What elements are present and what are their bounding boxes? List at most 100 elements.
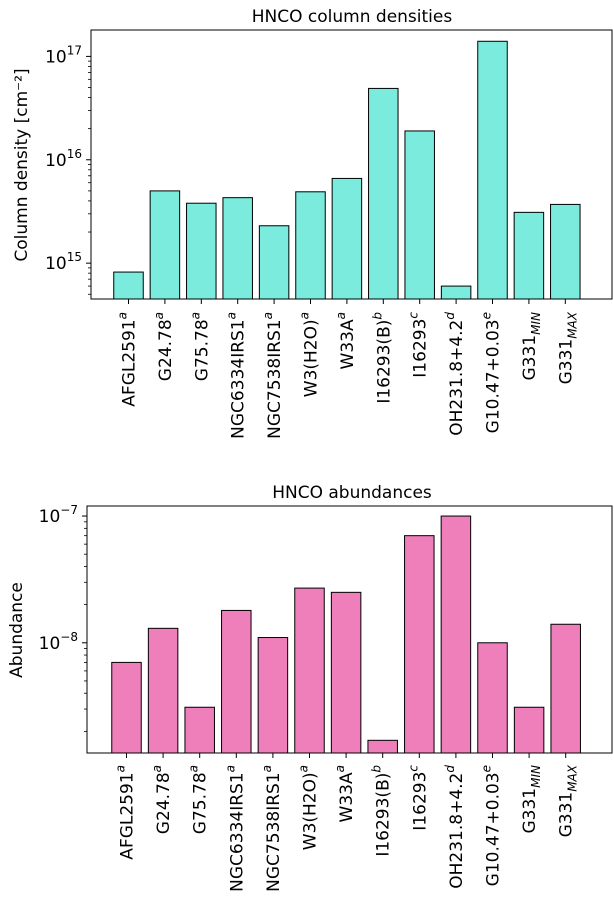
x-tick-label-main: AFGL2591 — [120, 319, 140, 406]
x-tick-label-main: G331 — [557, 792, 577, 838]
x-tick-superscript: a — [297, 765, 311, 772]
x-tick-label: NGC6334IRS1a — [223, 765, 247, 892]
x-tick-superscript: a — [188, 312, 202, 319]
x-ticks: AFGL2591aG24.78aG75.78aNGC6334IRS1aNGC75… — [114, 753, 580, 892]
x-tick-superscript: b — [370, 765, 384, 773]
y-tick-label: 10−7 — [39, 503, 78, 527]
y-tick-exponent: 17 — [67, 43, 82, 57]
bar — [440, 285, 472, 300]
x-tick-label: G24.78a — [150, 765, 174, 834]
x-tick-superscript: a — [187, 765, 201, 772]
x-tick-superscript: c — [406, 765, 420, 772]
bar — [477, 40, 508, 300]
x-tick-label-main: I16293 — [411, 319, 431, 378]
y-tick-exponent: −8 — [60, 630, 78, 644]
x-tick-label-main: G10.47+0.03 — [484, 319, 504, 433]
y-tick-base: 10 — [45, 254, 67, 274]
x-tick-label: G331MIN — [520, 765, 543, 834]
x-tick-label-main: G24.78 — [156, 319, 176, 381]
x-tick-subscript: MAX — [565, 311, 579, 339]
bar — [294, 587, 325, 754]
x-tick-subscript: MAX — [566, 764, 580, 792]
x-tick-label-main: NGC6334IRS1 — [229, 319, 249, 438]
y-tick-label: 1016 — [45, 147, 82, 171]
x-tick-label-main: I16293(B) — [374, 320, 394, 404]
bar — [330, 591, 362, 754]
bar — [513, 211, 545, 300]
x-tick-label-main: G75.78 — [192, 319, 212, 381]
bar — [184, 706, 215, 754]
x-tick-superscript: a — [260, 765, 274, 772]
x-tick-label: G75.78a — [188, 312, 212, 381]
chart-abundances: HNCO abundances Abundance 10−810−7 AFGL2… — [7, 483, 613, 892]
bar — [221, 609, 252, 754]
x-tick-superscript: a — [150, 765, 164, 772]
x-tick-label: NGC7538IRS1a — [260, 765, 284, 892]
y-tick-label: 1017 — [45, 43, 82, 67]
x-tick-label: AFGL2591a — [116, 312, 140, 407]
x-tick-label: G331MAX — [556, 311, 579, 384]
x-tick-superscript: c — [407, 312, 421, 319]
x-tick-label-main: G75.78 — [191, 772, 211, 834]
y-tick-exponent: −7 — [60, 503, 78, 517]
y-tick-base: 10 — [39, 634, 61, 654]
x-tick-label: I16293(B)b — [370, 312, 394, 404]
x-tick-label: G10.47+0.03e — [480, 765, 504, 886]
bar — [222, 197, 253, 300]
bar — [147, 627, 179, 754]
y-tick-label: 10−8 — [39, 630, 78, 654]
x-tick-label: G331MIN — [520, 312, 543, 381]
x-tick-superscript: a — [223, 765, 237, 772]
x-tick-label-main: OH231.8+4.2 — [447, 773, 467, 889]
y-axis-label: Column density [cm⁻²] — [12, 68, 32, 261]
bar — [404, 535, 435, 754]
x-tick-label: I16293c — [407, 312, 431, 378]
bar-group — [113, 40, 581, 300]
bar — [513, 706, 545, 754]
x-tick-superscript: b — [370, 312, 384, 320]
plot-frame — [86, 505, 613, 754]
x-tick-subscript: MIN — [529, 765, 543, 788]
chart-title: HNCO column densities — [252, 7, 453, 27]
bar — [113, 271, 144, 300]
x-tick-label: I16293c — [406, 765, 430, 831]
x-tick-label-main: G10.47+0.03 — [484, 772, 504, 886]
x-tick-label-main: AFGL2591 — [118, 772, 138, 859]
y-tick-base: 10 — [45, 151, 67, 171]
x-tick-superscript: a — [116, 312, 130, 319]
x-tick-label-main: G331 — [520, 788, 540, 834]
x-tick-superscript: a — [334, 312, 348, 319]
bar-group — [111, 515, 581, 754]
x-tick-superscript: d — [443, 765, 457, 773]
bar — [550, 203, 581, 300]
x-tick-label-main: G331 — [556, 339, 576, 385]
x-tick-superscript: a — [225, 312, 239, 319]
x-tick-superscript: d — [443, 312, 457, 320]
x-tick-label: G24.78a — [152, 312, 176, 381]
x-tick-subscript: MIN — [529, 312, 543, 335]
x-tick-label: I16293(B)b — [370, 765, 394, 857]
bar — [367, 739, 398, 754]
x-tick-label: G75.78a — [187, 765, 211, 834]
y-tick-exponent: 16 — [67, 147, 82, 161]
x-ticks: AFGL2591aG24.78aG75.78aNGC6334IRS1aNGC75… — [116, 299, 579, 439]
bar — [186, 202, 217, 300]
bar — [257, 637, 289, 754]
bar — [404, 130, 435, 300]
bar — [440, 515, 472, 754]
x-tick-label: W33Aa — [333, 765, 357, 822]
bar — [477, 642, 508, 754]
x-tick-superscript: a — [298, 312, 312, 319]
bar — [368, 87, 399, 300]
x-tick-label-main: W3(H2O) — [301, 772, 321, 850]
y-tick-label: 1015 — [45, 250, 82, 274]
x-tick-label: NGC6334IRS1a — [225, 312, 249, 439]
x-tick-superscript: e — [480, 765, 494, 772]
x-tick-label-main: I16293(B) — [374, 773, 394, 857]
y-ticks: 10−810−7 — [39, 503, 87, 732]
x-tick-label: AFGL2591a — [114, 765, 138, 860]
x-tick-label-main: W33A — [337, 772, 357, 822]
x-tick-label: G10.47+0.03e — [480, 312, 504, 433]
x-tick-label-main: OH231.8+4.2 — [447, 320, 467, 436]
